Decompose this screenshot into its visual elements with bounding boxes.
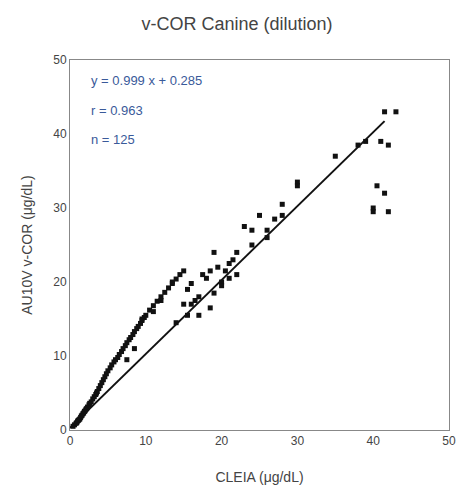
svg-text:20: 20 (215, 434, 229, 448)
svg-text:50: 50 (442, 434, 456, 448)
svg-text:10: 10 (139, 434, 153, 448)
svg-text:0: 0 (60, 423, 67, 437)
svg-text:20: 20 (53, 275, 67, 289)
svg-text:30: 30 (53, 201, 67, 215)
svg-text:r = 0.963: r = 0.963 (91, 103, 143, 118)
svg-text:30: 30 (291, 434, 305, 448)
svg-text:AU10V v-COR (μg/dL): AU10V v-COR (μg/dL) (19, 175, 35, 315)
svg-text:50: 50 (53, 53, 67, 67)
svg-text:y = 0.999 x + 0.285: y = 0.999 x + 0.285 (91, 73, 202, 88)
svg-text:10: 10 (53, 349, 67, 363)
svg-text:CLEIA (μg/dL): CLEIA (μg/dL) (215, 469, 303, 485)
svg-text:40: 40 (53, 127, 67, 141)
svg-text:n = 125: n = 125 (91, 132, 135, 147)
svg-text:0: 0 (67, 434, 74, 448)
svg-text:v-COR Canine (dilution): v-COR Canine (dilution) (141, 14, 332, 34)
svg-text:40: 40 (367, 434, 381, 448)
